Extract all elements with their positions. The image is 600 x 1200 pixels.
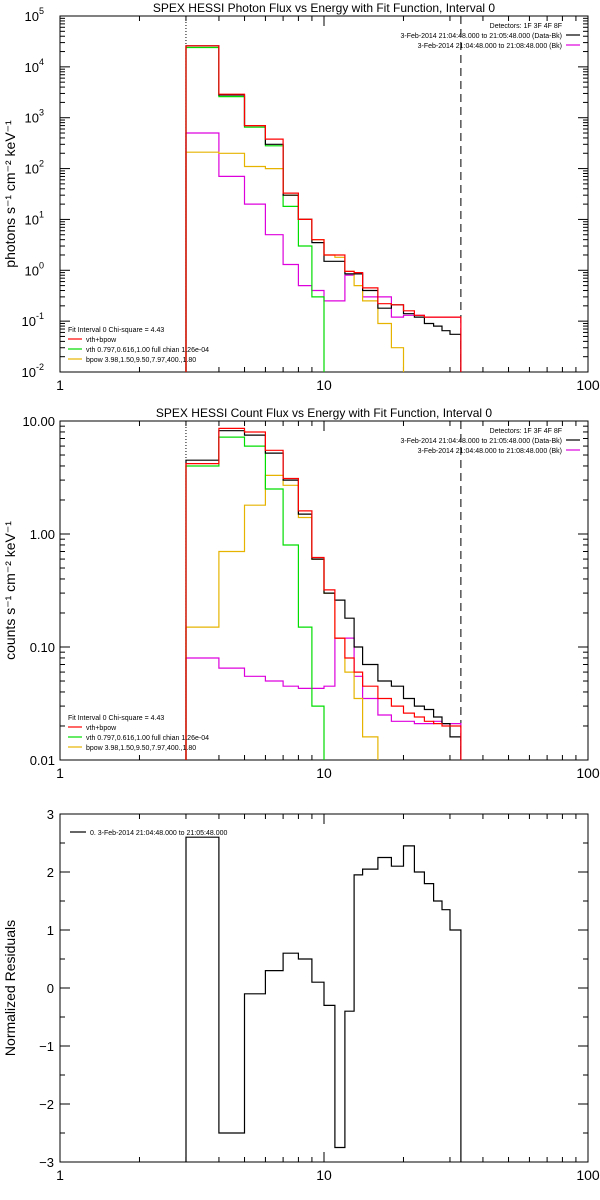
y-tick-label: −2	[39, 1097, 54, 1112]
fit-info-line: Fit Interval 0 Chi-square = 4.43	[68, 715, 164, 722]
y-tick-exp: 3	[39, 108, 44, 118]
fit-info-line: vth 0.797,0.616,1.00 full chian 1.26e-04	[86, 347, 209, 354]
y-tick-label: 10-1	[22, 311, 44, 329]
y-tick-label: 102	[25, 159, 44, 177]
y-tick-exp: -2	[36, 362, 44, 372]
fit-info-line: vth+bpow	[86, 337, 117, 344]
y-tick-exp: 4	[39, 57, 44, 67]
x-tick-label: 1	[56, 1167, 64, 1183]
y-tick-label: 0.10	[30, 640, 55, 655]
y-tick-exp: 0	[39, 260, 44, 270]
y-tick-label: 2	[47, 865, 54, 880]
y-tick-label: 100	[25, 260, 44, 278]
y-tick-label: −1	[39, 1039, 54, 1054]
y-tick-exp: 2	[39, 159, 44, 169]
y-tick-label: −3	[39, 1155, 54, 1170]
x-tick-label: 100	[576, 377, 600, 393]
y-tick-label: 105	[25, 6, 44, 24]
x-tick-label: 10	[316, 765, 332, 781]
y-tick-label: 0.01	[30, 753, 55, 768]
y-tick-base: 10	[25, 263, 39, 278]
fit-info-line: vth 0.797,0.616,1.00 full chian 1.26e-04	[86, 735, 209, 742]
y-tick-base: 10	[22, 365, 36, 380]
y-tick-label: 10.00	[22, 414, 55, 429]
series-vth-line	[185, 436, 325, 760]
detector-legend-line: 3-Feb-2014 21:04:48.000 to 21:08:48.000 …	[418, 448, 562, 455]
series-vth-line	[185, 46, 325, 372]
y-tick-label: 0	[47, 981, 54, 996]
y-tick-base: 10	[22, 314, 36, 329]
x-tick-label: 100	[576, 765, 600, 781]
x-tick-label: 1	[56, 765, 64, 781]
y-tick-base: 10	[25, 9, 39, 24]
fit-info-line: bpow 3.98,1.50,9.50,7.97,400.,1.80	[86, 357, 196, 364]
x-tick-label: 10	[316, 1167, 332, 1183]
y-tick-label: 3	[47, 807, 54, 822]
x-tick-label: 1	[56, 377, 64, 393]
count-flux-panel: SPEX HESSI Count Flux vs Energy with Fit…	[2, 406, 600, 781]
series-bpow-line	[185, 151, 405, 372]
y-tick-label: 1	[47, 923, 54, 938]
y-axis-label: Normalized Residuals	[2, 920, 18, 1056]
detector-legend-line: Detectors: 1F 3F 4F 8F	[490, 428, 562, 435]
fit-info-line: vth+bpow	[86, 725, 117, 732]
y-tick-exp: 1	[39, 209, 44, 219]
y-tick-label: 101	[25, 209, 44, 227]
detector-legend-line: Detectors: 1F 3F 4F 8F	[490, 23, 562, 30]
photon-flux-panel: SPEX HESSI Photon Flux vs Energy with Fi…	[2, 1, 600, 393]
y-tick-label: 10-2	[22, 362, 44, 380]
residual-legend: 0. 3-Feb-2014 21:04:48.000 to 21:05:48.0…	[90, 830, 227, 837]
x-tick-label: 100	[576, 1167, 600, 1183]
y-axis-label: counts s⁻¹ cm⁻² keV⁻¹	[2, 521, 18, 660]
residuals-panel: 1 10 100 −3 −2 −1 0 1 2 3 Normalized Residuals 0. 3…	[2, 807, 600, 1183]
detector-legend-line: 3-Feb-2014 21:04:48.000 to 21:05:48.000 …	[401, 33, 563, 40]
chart-title: SPEX HESSI Count Flux vs Energy with Fit…	[156, 406, 492, 420]
y-tick-base: 10	[25, 212, 39, 227]
detector-legend-line: 3-Feb-2014 21:04:48.000 to 21:05:48.000 …	[401, 438, 563, 445]
y-tick-label: 104	[25, 57, 44, 75]
y-tick-label: 103	[25, 108, 44, 126]
series-model-line	[185, 45, 462, 372]
y-axis-label: photons s⁻¹ cm⁻² keV⁻¹	[2, 120, 18, 268]
x-tick-label: 10	[316, 377, 332, 393]
detector-legend-line: 3-Feb-2014 21:04:48.000 to 21:08:48.000 …	[418, 43, 562, 50]
y-tick-base: 10	[25, 60, 39, 75]
y-tick-label: 1.00	[30, 527, 55, 542]
y-tick-exp: -1	[36, 311, 44, 321]
y-tick-exp: 5	[39, 6, 44, 16]
fit-info-line: bpow 3.98,1.50,9.50,7.97,400.,1.80	[86, 745, 196, 752]
chart-title: SPEX HESSI Photon Flux vs Energy with Fi…	[153, 1, 495, 15]
fit-info-line: Fit Interval 0 Chi-square = 4.43	[68, 327, 164, 334]
series-model-line	[185, 427, 462, 760]
series-total-line	[185, 836, 462, 1162]
y-tick-base: 10	[25, 111, 39, 126]
y-tick-base: 10	[25, 162, 39, 177]
